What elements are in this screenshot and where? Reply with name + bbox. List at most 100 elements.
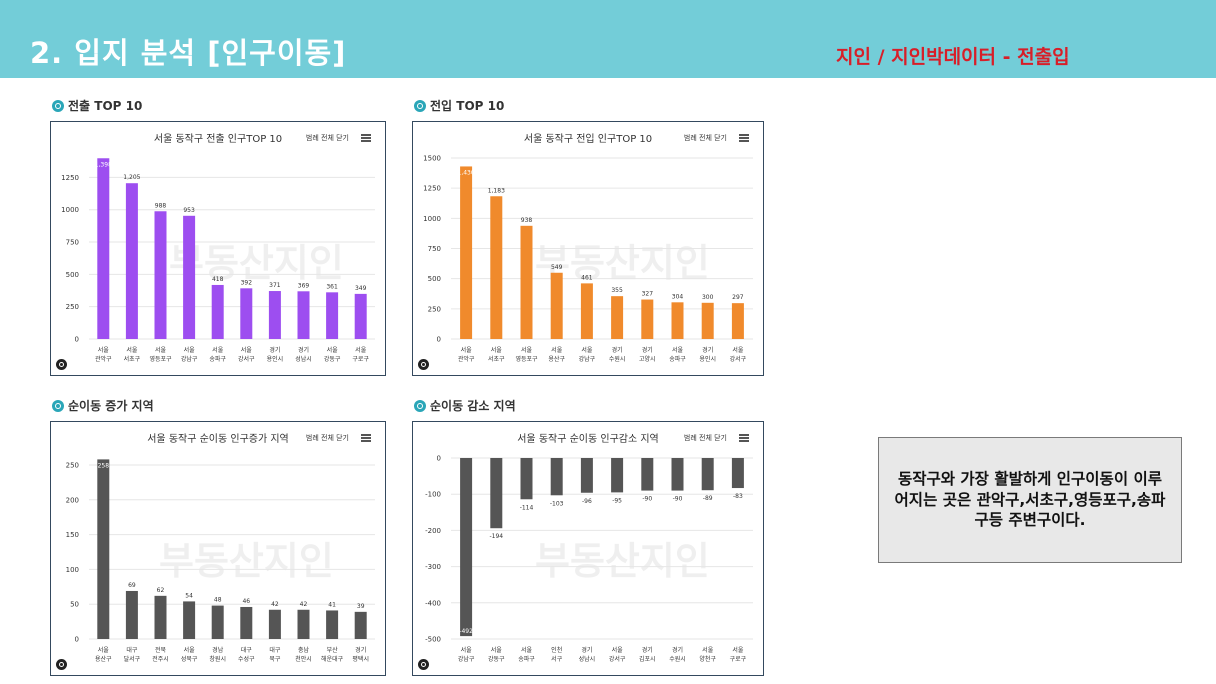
x-tick-label: 서울 [126, 346, 138, 354]
bar [297, 609, 310, 639]
bar [701, 302, 714, 339]
x-tick-label: 해운대구 [321, 655, 344, 663]
data-label: 62 [157, 587, 165, 594]
bar [611, 296, 624, 339]
bar [490, 196, 503, 339]
bar [580, 458, 593, 493]
logo-icon [56, 359, 67, 370]
x-tick-label: 송파구 [669, 355, 686, 363]
data-label: -492 [459, 628, 473, 635]
legend-toggle-button[interactable]: 범례 전체 닫기 [305, 434, 349, 442]
data-label: 349 [355, 285, 367, 292]
x-tick-label: 서울 [461, 346, 473, 354]
x-tick-label: 경기 [298, 346, 309, 354]
bar [641, 299, 654, 339]
x-tick-label: 수성구 [238, 655, 255, 663]
y-tick-label: -200 [425, 527, 441, 535]
bar [701, 458, 714, 491]
section-label-text: 전입 TOP 10 [430, 99, 505, 113]
data-label: -114 [520, 504, 534, 511]
x-tick-label: 천안시 [295, 655, 312, 663]
menu-icon[interactable] [361, 434, 371, 442]
bar [154, 211, 167, 339]
bar [520, 225, 533, 339]
source-label: 지인 / 지인박데이터 - 전출입 [836, 46, 1070, 68]
x-tick-label: 서울 [491, 346, 503, 354]
x-tick-label: 경기 [702, 346, 713, 354]
x-tick-label: 서울 [491, 646, 503, 654]
section-label-text: 순이동 증가 지역 [68, 399, 154, 413]
menu-icon[interactable] [739, 134, 749, 142]
y-tick-label: -400 [425, 599, 441, 607]
x-tick-label: 강남구 [181, 355, 198, 363]
chart-title: 서울 동작구 순이동 인구증가 지역 [147, 434, 289, 445]
y-tick-label: 250 [66, 461, 79, 469]
x-tick-label: 관악구 [458, 355, 475, 363]
legend-toggle-button[interactable]: 범례 전체 닫기 [683, 134, 727, 142]
x-tick-label: 강남구 [458, 655, 475, 663]
bar [671, 458, 684, 491]
x-tick-label: 경기 [672, 646, 683, 654]
bar [580, 283, 593, 339]
bar [326, 610, 339, 639]
x-tick-label: 서울 [184, 346, 196, 354]
data-label: -96 [582, 498, 592, 505]
bar [671, 302, 684, 339]
data-label: 361 [326, 283, 338, 290]
logo-icon [56, 659, 67, 670]
data-label: -194 [489, 533, 503, 540]
bar [641, 458, 654, 491]
data-label: 258 [98, 462, 110, 469]
data-label: -83 [733, 493, 743, 500]
y-tick-label: 150 [66, 531, 79, 539]
y-tick-label: 100 [66, 566, 79, 574]
x-tick-label: 서울 [98, 646, 110, 654]
data-label: 461 [581, 274, 593, 281]
x-tick-label: 서울 [155, 346, 167, 354]
x-tick-label: 강서구 [238, 355, 255, 363]
bar [268, 609, 281, 639]
y-tick-label: 0 [437, 455, 441, 463]
y-tick-label: 50 [70, 601, 79, 609]
x-tick-label: 경기 [581, 646, 592, 654]
data-label: -95 [612, 497, 622, 504]
section-label-text: 순이동 감소 지역 [430, 399, 516, 413]
x-tick-label: 서울 [702, 646, 714, 654]
home-icon [414, 99, 426, 112]
y-tick-label: 750 [428, 245, 441, 253]
legend-toggle-button[interactable]: 범례 전체 닫기 [305, 134, 349, 142]
bar [183, 601, 196, 639]
bar [240, 606, 253, 639]
menu-icon[interactable] [361, 134, 371, 142]
x-tick-label: 달서구 [124, 655, 141, 663]
data-label: 46 [242, 598, 250, 605]
y-tick-label: 0 [437, 336, 441, 344]
bar [183, 215, 196, 339]
legend-toggle-button[interactable]: 범례 전체 닫기 [683, 434, 727, 442]
x-tick-label: 서울 [551, 346, 563, 354]
x-tick-label: 강서구 [730, 355, 747, 363]
y-tick-label: 1000 [61, 206, 79, 214]
data-label: 1,398 [95, 161, 112, 168]
x-tick-label: 김포시 [639, 656, 656, 663]
x-tick-label: 북구 [269, 656, 281, 663]
data-label: 304 [672, 293, 684, 300]
data-label: 549 [551, 264, 563, 271]
x-tick-label: 관악구 [95, 355, 112, 363]
x-tick-label: 충남 [298, 646, 310, 654]
data-label: 371 [269, 282, 281, 289]
data-label: 392 [241, 279, 253, 286]
x-tick-label: 용산구 [95, 655, 112, 663]
x-tick-label: 영등포구 [149, 355, 172, 363]
x-tick-label: 서울 [355, 346, 367, 354]
x-tick-label: 강동구 [324, 355, 341, 363]
chart-title: 서울 동작구 전출 인구TOP 10 [153, 134, 283, 145]
x-tick-label: 대구 [126, 646, 138, 654]
y-tick-label: -500 [425, 636, 441, 644]
x-tick-label: 송파구 [518, 655, 535, 663]
x-tick-label: 서울 [184, 646, 196, 654]
x-tick-label: 경남 [212, 646, 224, 654]
menu-icon[interactable] [739, 434, 749, 442]
